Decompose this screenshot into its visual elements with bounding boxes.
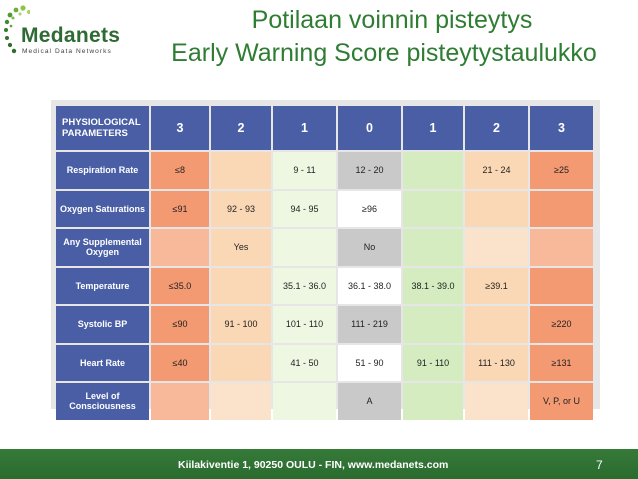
- table-row: Heart Rate ≤40 41 - 50 51 - 90 91 - 110 …: [56, 344, 593, 381]
- row-parameter: Temperature: [56, 267, 149, 304]
- table-cell: [273, 229, 336, 266]
- table-cell: 51 - 90: [338, 344, 401, 381]
- score-header: 0: [338, 106, 401, 150]
- table-cell: A: [338, 383, 401, 420]
- table-cell: ≤90: [151, 306, 209, 343]
- score-header: 2: [211, 106, 271, 150]
- table-cell: 38.1 - 39.0: [403, 267, 463, 304]
- table-cell: 21 - 24: [465, 152, 528, 189]
- table-cell: 111 - 219: [338, 306, 401, 343]
- table-row: Systolic BP ≤90 91 - 100 101 - 110 111 -…: [56, 306, 593, 343]
- ews-table-image: PHYSIOLOGICAL PARAMETERS 3 2 1 0 1 2 3 R…: [51, 100, 600, 420]
- score-header: 3: [151, 106, 209, 150]
- table-cell: 41 - 50: [273, 344, 336, 381]
- logo-name: Medanets: [21, 24, 121, 47]
- score-header: 2: [465, 106, 528, 150]
- table-cell: [403, 152, 463, 189]
- score-header: 3: [530, 106, 593, 150]
- table-cell: [465, 190, 528, 227]
- table-row: Temperature ≤35.0 35.1 - 36.0 36.1 - 38.…: [56, 267, 593, 304]
- table-row: Level of Consciousness A V, P, or U: [56, 383, 593, 420]
- footer-bar: [0, 449, 638, 479]
- slide-title-line1: Potilaan voinnin pisteytys: [251, 6, 533, 34]
- table-cell: [403, 306, 463, 343]
- table-cell: ≤40: [151, 344, 209, 381]
- table-cell: [403, 190, 463, 227]
- row-parameter: Level of Consciousness: [56, 383, 149, 420]
- table-row: Respiration Rate ≤8 9 - 11 12 - 20 21 - …: [56, 152, 593, 189]
- table-cell: [530, 229, 593, 266]
- table-cell: [211, 383, 271, 420]
- table-cell: 35.1 - 36.0: [273, 267, 336, 304]
- table-cell: 94 - 95: [273, 190, 336, 227]
- table-cell: 91 - 110: [403, 344, 463, 381]
- table-cell: [530, 190, 593, 227]
- table-cell: ≥131: [530, 344, 593, 381]
- table-cell: 111 - 130: [465, 344, 528, 381]
- row-parameter: Any Supplemental Oxygen: [56, 229, 149, 266]
- table-cell: [465, 306, 528, 343]
- medanets-logo: Medanets Medical Data Networks: [4, 4, 140, 66]
- table-cell: [530, 267, 593, 304]
- table-cell: [403, 229, 463, 266]
- page-number: 7: [596, 458, 603, 472]
- logo-dots-icon: [4, 5, 30, 54]
- table-cell: ≥96: [338, 190, 401, 227]
- table-cell: [465, 383, 528, 420]
- logo-subtitle: Medical Data Networks: [22, 48, 112, 55]
- row-parameter: Respiration Rate: [56, 152, 149, 189]
- score-header: 1: [403, 106, 463, 150]
- table-cell: [465, 229, 528, 266]
- ews-table: PHYSIOLOGICAL PARAMETERS 3 2 1 0 1 2 3 R…: [54, 104, 595, 422]
- table-cell: 36.1 - 38.0: [338, 267, 401, 304]
- table-cell: ≤91: [151, 190, 209, 227]
- table-row: Any Supplemental Oxygen Yes No: [56, 229, 593, 266]
- table-row: Oxygen Saturations ≤91 92 - 93 94 - 95 ≥…: [56, 190, 593, 227]
- param-header: PHYSIOLOGICAL PARAMETERS: [56, 106, 149, 150]
- table-cell: ≥39.1: [465, 267, 528, 304]
- footer-address: Kiilakiventie 1, 90250 OULU - FIN, www.m…: [178, 459, 449, 471]
- table-cell: 92 - 93: [211, 190, 271, 227]
- table-cell: 12 - 20: [338, 152, 401, 189]
- row-parameter: Heart Rate: [56, 344, 149, 381]
- row-parameter: Oxygen Saturations: [56, 190, 149, 227]
- table-cell: [211, 344, 271, 381]
- table-cell: No: [338, 229, 401, 266]
- table-cell: ≥220: [530, 306, 593, 343]
- table-cell: [151, 383, 209, 420]
- table-cell: Yes: [211, 229, 271, 266]
- row-parameter: Systolic BP: [56, 306, 149, 343]
- table-cell: [211, 152, 271, 189]
- table-header-row: PHYSIOLOGICAL PARAMETERS 3 2 1 0 1 2 3: [56, 106, 593, 150]
- score-header: 1: [273, 106, 336, 150]
- table-cell: [211, 267, 271, 304]
- table-cell: ≤35.0: [151, 267, 209, 304]
- table-cell: ≤8: [151, 152, 209, 189]
- table-cell: [273, 383, 336, 420]
- table-cell: [151, 229, 209, 266]
- table-cell: V, P, or U: [530, 383, 593, 420]
- slide-title-line2: Early Warning Score pisteytystaulukko: [171, 39, 597, 67]
- table-cell: 9 - 11: [273, 152, 336, 189]
- table-cell: [403, 383, 463, 420]
- table-cell: ≥25: [530, 152, 593, 189]
- table-cell: 101 - 110: [273, 306, 336, 343]
- table-cell: 91 - 100: [211, 306, 271, 343]
